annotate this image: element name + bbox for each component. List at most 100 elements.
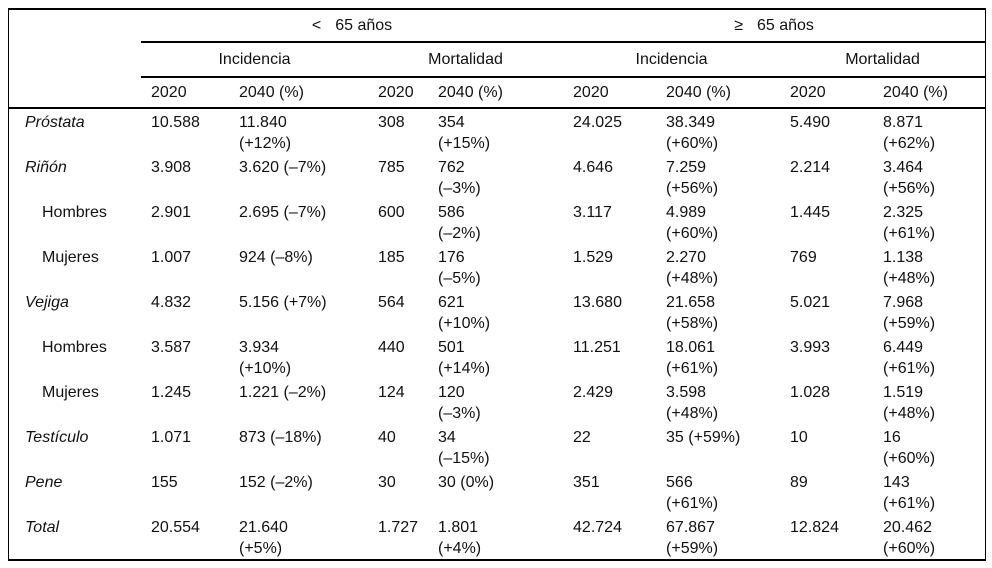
row-label: Mujeres xyxy=(42,249,99,266)
row-label: Hombres xyxy=(42,339,107,356)
year-header: 2020 xyxy=(368,77,428,109)
data-cell: 30 (0%) xyxy=(438,474,495,491)
data-cell: 1.445 xyxy=(790,204,831,221)
projection-table-figure: <65 años ≥65 años Incidencia Mortalidad … xyxy=(8,8,987,561)
data-cell: 21.640 (+5%) xyxy=(239,519,288,557)
data-cell: 13.680 xyxy=(573,294,622,311)
data-cell: 2.270 (+48%) xyxy=(666,249,719,287)
data-cell: 120 (–3%) xyxy=(438,384,481,422)
year-header: 2020 xyxy=(141,77,229,109)
corner-cell xyxy=(9,10,141,42)
data-cell: 5.156 (+7%) xyxy=(239,294,327,311)
data-cell: 124 xyxy=(378,384,405,401)
table-row: Próstata 10.588 11.840 (+12%) 308 354 (+15%)… xyxy=(9,108,985,154)
data-cell: 1.801 (+4%) xyxy=(438,519,482,557)
data-cell: 12.824 xyxy=(790,519,839,536)
data-cell: 185 xyxy=(378,249,405,266)
data-cell: 308 xyxy=(378,114,405,131)
data-cell: 89 xyxy=(790,474,808,491)
table-row: Vejiga 4.832 5.156 (+7%) 564 621 (+10%) 13.68… xyxy=(9,289,985,334)
data-cell: 11.840 (+12%) xyxy=(239,114,292,152)
year-header: 2020 xyxy=(563,77,657,109)
year-header-row: 2020 2040 (%) 2020 2040 (%) 2020 2040 (%… xyxy=(9,77,986,109)
data-cell: 586 (–2%) xyxy=(438,204,481,242)
data-cell: 4.646 xyxy=(573,159,614,176)
data-cell: 873 (–18%) xyxy=(239,429,322,446)
data-cell: 1.519 (+48%) xyxy=(883,384,936,422)
data-cell: 3.620 (–7%) xyxy=(239,159,327,176)
data-cell: 3.464 (+56%) xyxy=(883,159,936,197)
age-group-under-65: <65 años xyxy=(141,10,564,43)
year-header: 2040 (%) xyxy=(873,77,986,109)
data-cell: 30 xyxy=(378,474,396,491)
table-row: Pene 155 152 (–2%) 30 30 (0%) 351 566 (+61%) 89… xyxy=(9,469,985,514)
measure-header-mortalidad-under65: Mortalidad xyxy=(368,42,564,78)
data-cell: 769 xyxy=(790,249,817,266)
table-header: <65 años ≥65 años Incidencia Mortalidad … xyxy=(9,10,986,109)
incidence-mortality-table: <65 años ≥65 años Incidencia Mortalidad … xyxy=(9,10,986,559)
data-cell: 3.908 xyxy=(151,159,192,176)
data-cell: 924 (–8%) xyxy=(239,249,313,266)
data-cell: 3.934 (+10%) xyxy=(239,339,292,377)
data-cell: 1.245 xyxy=(151,384,192,401)
row-label: Vejiga xyxy=(25,294,69,311)
data-cell: 18.061 (+61%) xyxy=(666,339,719,377)
data-cell: 24.025 xyxy=(573,114,622,131)
data-cell: 35 (+59%) xyxy=(666,429,741,446)
corner-cell xyxy=(9,77,141,109)
measure-header-row: Incidencia Mortalidad Incidencia Mortali… xyxy=(9,42,986,78)
data-cell: 3.587 xyxy=(151,339,192,356)
year-header: 2040 (%) xyxy=(428,77,564,109)
measure-header-mortalidad-over65: Mortalidad xyxy=(780,42,986,78)
data-cell: 621 (+10%) xyxy=(438,294,491,332)
table-row: Hombres 2.901 2.695 (–7%) 600 586 (–2%) 3.117… xyxy=(9,199,985,244)
data-cell: 354 (+15%) xyxy=(438,114,491,152)
measure-header-incidencia-over65: Incidencia xyxy=(563,42,781,78)
data-cell: 5.490 xyxy=(790,114,831,131)
data-cell: 2.325 (+61%) xyxy=(883,204,936,242)
data-cell: 7.968 (+59%) xyxy=(883,294,936,332)
table-row: Mujeres 1.245 1.221 (–2%) 124 120 (–3%) 2.429… xyxy=(9,379,985,424)
data-cell: 10.588 xyxy=(151,114,200,131)
data-cell: 3.598 (+48%) xyxy=(666,384,719,422)
data-cell: 1.727 xyxy=(378,519,419,536)
data-cell: 4.832 xyxy=(151,294,192,311)
data-cell: 564 xyxy=(378,294,405,311)
row-label: Testículo xyxy=(25,429,89,446)
data-cell: 7.259 (+56%) xyxy=(666,159,719,197)
data-cell: 501 (+14%) xyxy=(438,339,491,377)
row-label: Total xyxy=(25,519,60,536)
data-cell: 566 (+61%) xyxy=(666,474,719,512)
row-label: Próstata xyxy=(25,114,85,131)
table-row: Riñón 3.908 3.620 (–7%) 785 762 (–3%) 4.646 7.… xyxy=(9,154,985,199)
data-cell: 351 xyxy=(573,474,600,491)
table-row: Mujeres 1.007 924 (–8%) 185 176 (–5%) 1.529 2.… xyxy=(9,244,985,289)
data-cell: 8.871 (+62%) xyxy=(883,114,936,152)
data-cell: 1.007 xyxy=(151,249,192,266)
data-cell: 11.251 xyxy=(573,339,621,356)
age-group-label: 65 años xyxy=(335,17,393,34)
data-cell: 440 xyxy=(378,339,405,356)
data-cell: 785 xyxy=(378,159,405,176)
table-body: Próstata 10.588 11.840 (+12%) 308 354 (+15%)… xyxy=(9,108,985,559)
data-cell: 2.695 (–7%) xyxy=(239,204,327,221)
data-cell: 40 xyxy=(378,429,396,446)
greater-equal-symbol: ≥ xyxy=(734,17,743,34)
data-cell: 176 (–5%) xyxy=(438,249,481,287)
year-header: 2040 (%) xyxy=(229,77,368,109)
data-cell: 600 xyxy=(378,204,405,221)
data-cell: 34 (–15%) xyxy=(438,429,490,467)
data-cell: 4.989 (+60%) xyxy=(666,204,719,242)
data-cell: 1.529 xyxy=(573,249,614,266)
data-cell: 762 (–3%) xyxy=(438,159,481,197)
data-cell: 21.658 (+58%) xyxy=(666,294,719,332)
data-cell: 22 xyxy=(573,429,591,446)
data-cell: 155 xyxy=(151,474,178,491)
data-cell: 42.724 xyxy=(573,519,622,536)
table-row: Hombres 3.587 3.934 (+10%) 440 501 (+14%) 11.… xyxy=(9,334,985,379)
less-than-symbol: < xyxy=(311,17,322,34)
measure-header-incidencia-under65: Incidencia xyxy=(141,42,368,78)
year-header: 2040 (%) xyxy=(656,77,781,109)
data-cell: 3.117 xyxy=(573,204,612,221)
table-row: Testículo 1.071 873 (–18%) 40 34 (–15%) 22 35 … xyxy=(9,424,985,469)
